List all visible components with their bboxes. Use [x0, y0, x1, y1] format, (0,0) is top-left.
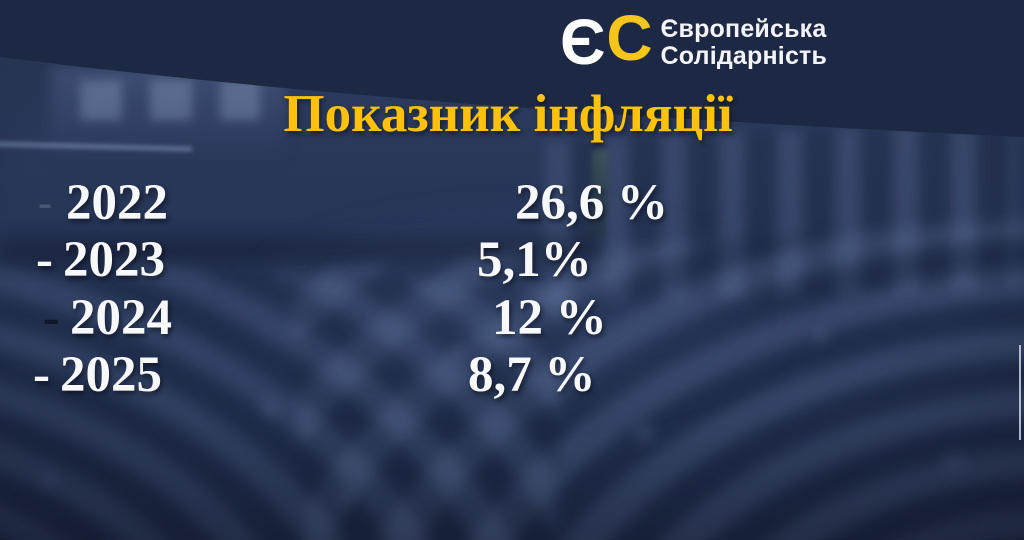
year-label: 2024 [70, 290, 172, 346]
list-dash: - [38, 180, 52, 226]
inflation-row-2025: - 2025 8,7 % [0, 346, 1024, 408]
inflation-row-2024: - 2024 12 % [0, 289, 1024, 351]
logo-letter-ye: Є [560, 6, 606, 78]
inflation-value: 5,1% [477, 232, 592, 288]
list-dash: - [43, 290, 60, 346]
slide-title: Показник інфляції [283, 85, 733, 143]
year-label: 2022 [66, 175, 168, 231]
year-label: 2023 [63, 232, 165, 288]
party-logo: Є С Європейська Солідарність [560, 6, 828, 74]
logo-line2: Солідарність [660, 42, 828, 70]
inflation-row-2023: - 2023 5,1% [0, 231, 1024, 293]
logo-line1: Європейська [660, 15, 827, 43]
header-band [0, 0, 1024, 137]
inflation-value: 12 % [492, 290, 607, 346]
inflation-value: 8,7 % [468, 347, 596, 403]
logo-text: Європейська Солідарність [661, 16, 828, 70]
logo-mark: Є С [560, 6, 653, 74]
inflation-value: 26,6 % [515, 175, 668, 231]
list-dash: - [36, 232, 53, 288]
year-label: 2025 [60, 347, 162, 403]
inflation-row-2022: - 2022 26,6 % [0, 174, 1024, 236]
logo-letter-es: С [606, 2, 653, 74]
list-dash: - [33, 347, 50, 403]
